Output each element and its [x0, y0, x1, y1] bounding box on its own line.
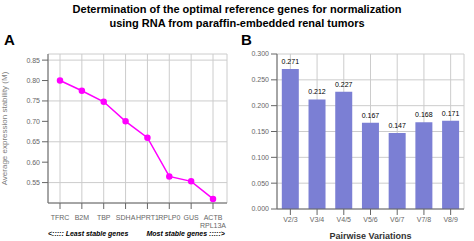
- svg-text:0.60: 0.60: [26, 159, 40, 166]
- svg-text:0.271: 0.271: [282, 58, 300, 65]
- svg-text:0.000: 0.000: [251, 205, 269, 212]
- svg-text:HPRT1: HPRT1: [136, 214, 159, 221]
- svg-text:0.171: 0.171: [442, 110, 460, 117]
- svg-text:V7/8: V7/8: [417, 216, 432, 223]
- svg-text:GUS: GUS: [184, 214, 200, 221]
- svg-text:B2M: B2M: [75, 214, 90, 221]
- svg-text:V4/5: V4/5: [337, 216, 352, 223]
- svg-text:0.150: 0.150: [251, 128, 269, 135]
- html-text:Determination of the optimal r: Determination of the optimal reference g…: [72, 3, 402, 15]
- svg-text:0.300: 0.300: [251, 50, 269, 57]
- svg-text:0.050: 0.050: [251, 180, 269, 187]
- svg-text:0.250: 0.250: [251, 76, 269, 83]
- svg-text:V3/4: V3/4: [310, 216, 325, 223]
- html-text:A: A: [4, 31, 15, 48]
- svg-text:0.100: 0.100: [251, 154, 269, 161]
- svg-text:RPLP0: RPLP0: [158, 214, 180, 221]
- svg-text:0.167: 0.167: [362, 112, 380, 119]
- svg-text:0.200: 0.200: [251, 102, 269, 109]
- svg-text:TFRC: TFRC: [51, 214, 70, 221]
- svg-text:0.65: 0.65: [26, 138, 40, 145]
- svg-text:0.80: 0.80: [26, 77, 40, 84]
- html-text:Most stable genes :::::>: Most stable genes :::::>: [146, 230, 225, 237]
- svg-text:0.70: 0.70: [26, 118, 40, 125]
- svg-text:V5/6: V5/6: [363, 216, 378, 223]
- svg-text:SDHA: SDHA: [116, 214, 136, 221]
- html-text:B: B: [241, 31, 252, 48]
- svg-text:TBP: TBP: [97, 214, 111, 221]
- svg-text:0.85: 0.85: [26, 57, 40, 64]
- svg-text:ACTBRPL13A: ACTBRPL13A: [200, 214, 226, 229]
- svg-text:Average expression stability (: Average expression stability (M): [8, 71, 9, 185]
- svg-text:0.168: 0.168: [415, 111, 433, 118]
- svg-text:Pairwise Variations: Pairwise Variations: [329, 231, 411, 241]
- svg-text:V2/3: V2/3: [283, 216, 298, 223]
- svg-text:V6/7: V6/7: [390, 216, 405, 223]
- svg-text:0.212: 0.212: [308, 88, 326, 95]
- svg-text:V8/9: V8/9: [443, 216, 458, 223]
- svg-text:0.55: 0.55: [26, 179, 40, 186]
- svg-text:0.227: 0.227: [335, 81, 353, 88]
- html-text:using RNA from paraffin-embedd: using RNA from paraffin-embedded renal t…: [109, 17, 365, 29]
- svg-text:0.147: 0.147: [388, 122, 406, 129]
- html-text:<::::: Least stable genes: <::::: Least stable genes: [48, 230, 129, 237]
- svg-text:0.75: 0.75: [26, 97, 40, 104]
